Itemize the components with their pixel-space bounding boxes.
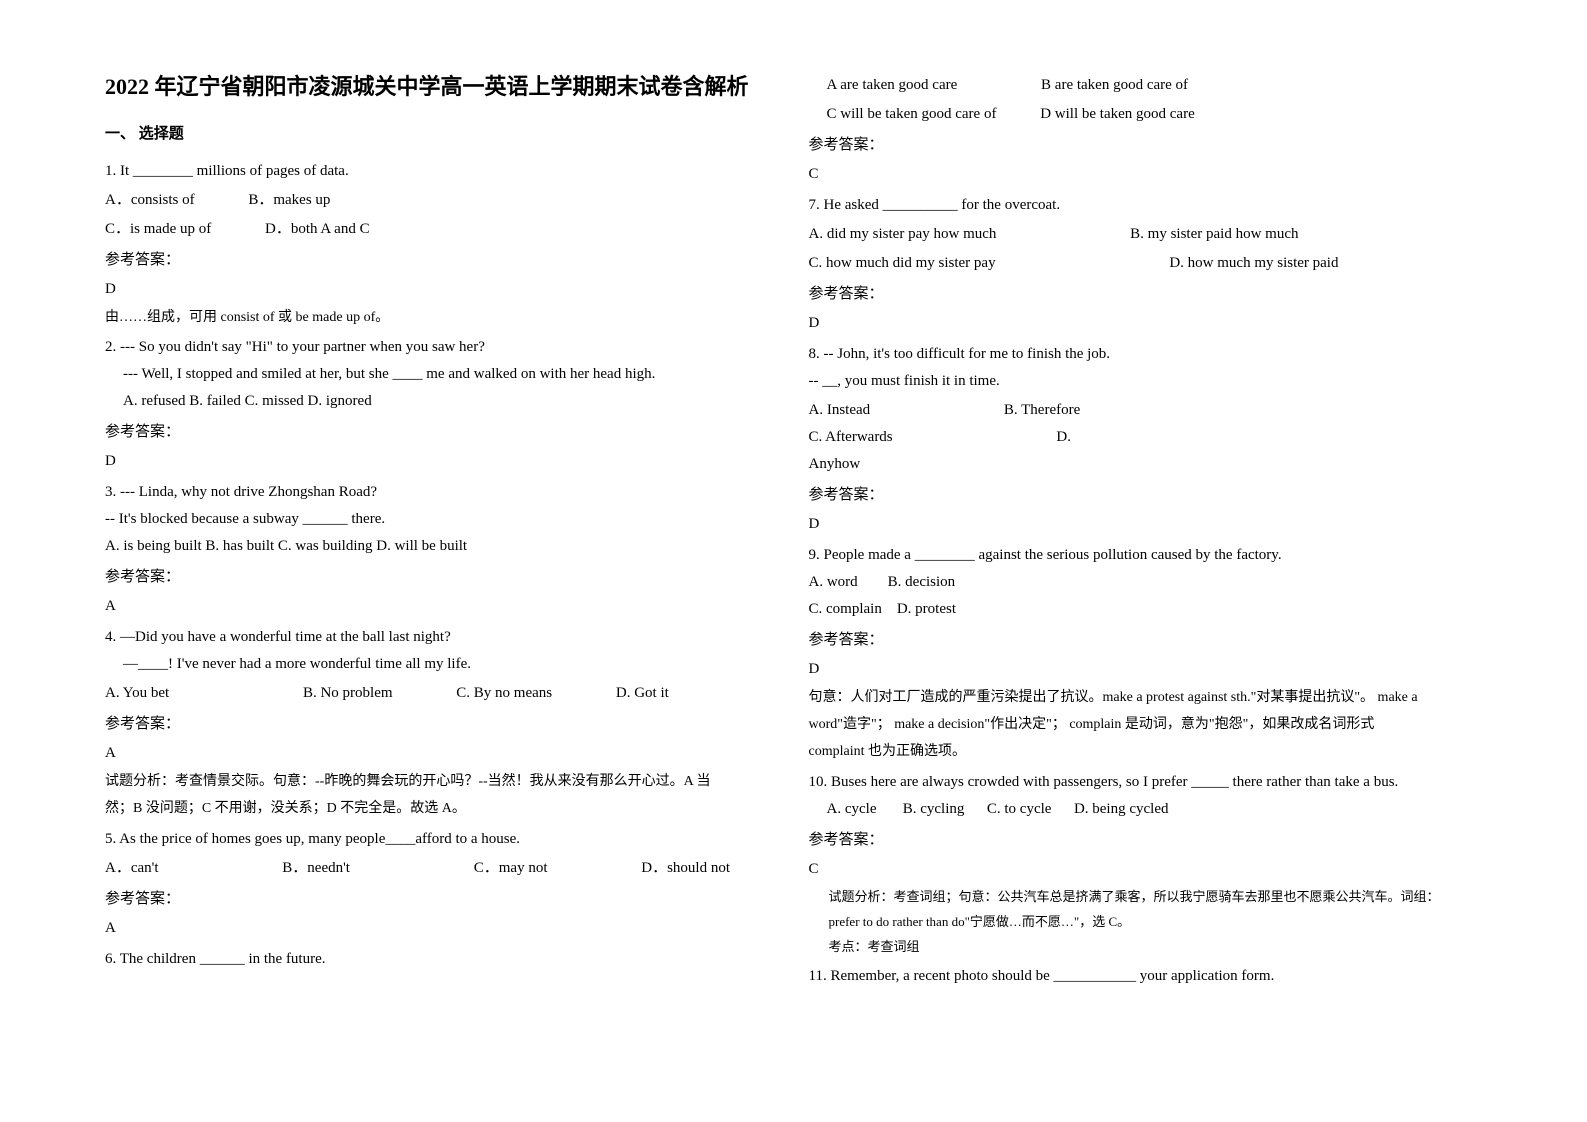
q4-answer: A	[105, 740, 779, 767]
q8-optD: D.	[1056, 424, 1071, 451]
q4-optD: D. Got it	[616, 680, 669, 707]
q4-options: A. You bet B. No problem C. By no means …	[105, 680, 779, 707]
q6-optD: D will be taken good care	[1040, 101, 1195, 128]
q8-answer: D	[809, 511, 1483, 538]
q10-explain1: 试题分析：考查词组；句意：公共汽车总是挤满了乘客，所以我宁愿骑车去那里也不愿乘公…	[809, 885, 1483, 908]
q1-optB: B．makes up	[248, 187, 330, 214]
q4-explain2: 然；B 没问题；C 不用谢，没关系；D 不完全是。故选 A。	[105, 796, 779, 821]
q10-explain3: 考点：考查词组	[809, 935, 1483, 958]
q8-line1: 8. -- John, it's too difficult for me to…	[809, 341, 1483, 368]
q1-options-row1: A．consists of B．makes up	[105, 187, 779, 214]
q3-line1: 3. --- Linda, why not drive Zhongshan Ro…	[105, 479, 779, 506]
q9-stem: 9. People made a ________ against the se…	[809, 542, 1483, 569]
q4-line2: —____! I've never had a more wonderful t…	[105, 651, 779, 678]
q10-options: A. cycle B. cycling C. to cycle D. being…	[809, 796, 1483, 823]
q1-optD: D．both A and C	[265, 216, 370, 243]
q10-answer: C	[809, 856, 1483, 883]
q7-optC: C. how much did my sister pay	[809, 250, 996, 277]
q1-stem: 1. It ________ millions of pages of data…	[105, 158, 779, 185]
q11-stem: 11. Remember, a recent photo should be _…	[809, 963, 1483, 990]
q7-optD: D. how much my sister paid	[1169, 250, 1338, 277]
q4-answer-label: 参考答案：	[105, 711, 779, 738]
q4-line1: 4. —Did you have a wonderful time at the…	[105, 624, 779, 651]
q8-answer-label: 参考答案：	[809, 482, 1483, 509]
q6-optC: C will be taken good care of	[827, 101, 997, 128]
q4-optC: C. By no means	[456, 680, 552, 707]
q5-answer: A	[105, 915, 779, 942]
q7-options-row2: C. how much did my sister pay D. how muc…	[809, 250, 1483, 277]
q8-optD2: Anyhow	[809, 451, 1483, 478]
q6-answer: C	[809, 161, 1483, 188]
q3-answer-label: 参考答案：	[105, 564, 779, 591]
q6-optA: A are taken good care	[827, 72, 958, 99]
q8-line2: -- __, you must finish it in time.	[809, 368, 1483, 395]
q4-optB: B. No problem	[303, 680, 393, 707]
q9-optsCD: C. complain D. protest	[809, 596, 1483, 623]
q2-answer: D	[105, 448, 779, 475]
q6-stem: 6. The children ______ in the future.	[105, 946, 779, 973]
q7-options-row1: A. did my sister pay how much B. my sist…	[809, 221, 1483, 248]
q5-optA: A．can't	[105, 855, 159, 882]
q9-answer-label: 参考答案：	[809, 627, 1483, 654]
q6-answer-label: 参考答案：	[809, 132, 1483, 159]
q7-optB: B. my sister paid how much	[1130, 221, 1298, 248]
q5-stem: 5. As the price of homes goes up, many p…	[105, 826, 779, 853]
q6-options-row1: A are taken good care B are taken good c…	[809, 72, 1483, 99]
q10-stem: 10. Buses here are always crowded with p…	[809, 769, 1483, 796]
q8-optC: C. Afterwards	[809, 424, 893, 451]
q7-answer-label: 参考答案：	[809, 281, 1483, 308]
q4-explain1: 试题分析：考查情景交际。句意：--昨晚的舞会玩的开心吗？--当然！我从来没有那么…	[105, 769, 779, 794]
q5-optC: C．may not	[474, 855, 548, 882]
q8-optA: A. Instead	[809, 397, 871, 424]
q5-options: A．can't B．needn't C．may not D．should not	[105, 855, 779, 882]
section-heading: 一、 选择题	[105, 121, 779, 148]
q2-line2: --- Well, I stopped and smiled at her, b…	[105, 361, 779, 388]
q5-optB: B．needn't	[282, 855, 350, 882]
q1-options-row2: C．is made up of D．both A and C	[105, 216, 779, 243]
q5-optD: D．should not	[641, 855, 730, 882]
q9-explain1: 句意：人们对工厂造成的严重污染提出了抗议。make a protest agai…	[809, 685, 1483, 710]
q9-optsAB: A. word B. decision	[809, 569, 1483, 596]
q2-options: A. refused B. failed C. missed D. ignore…	[105, 388, 779, 415]
right-column: A are taken good care B are taken good c…	[794, 70, 1498, 1082]
q4-optA: A. You bet	[105, 680, 169, 707]
q9-answer: D	[809, 656, 1483, 683]
q7-optA: A. did my sister pay how much	[809, 221, 997, 248]
document-title: 2022 年辽宁省朝阳市凌源城关中学高一英语上学期期末试卷含解析	[105, 70, 779, 103]
q9-explain2: word"造字"； make a decision"作出决定"； complai…	[809, 712, 1483, 737]
q10-answer-label: 参考答案：	[809, 827, 1483, 854]
q1-optA: A．consists of	[105, 187, 195, 214]
q8-optB: B. Therefore	[1004, 397, 1080, 424]
q1-answer: D	[105, 276, 779, 303]
q5-answer-label: 参考答案：	[105, 886, 779, 913]
q10-explain2: prefer to do rather than do"宁愿做…而不愿…"，选 …	[809, 910, 1483, 933]
q2-line1: 2. --- So you didn't say "Hi" to your pa…	[105, 334, 779, 361]
q3-line2: -- It's blocked because a subway ______ …	[105, 506, 779, 533]
q1-optC: C．is made up of	[105, 216, 211, 243]
q1-answer-label: 参考答案：	[105, 247, 779, 274]
q8-options-row1: A. Instead B. Therefore C. Afterwards D.	[809, 397, 1483, 451]
q6-optB: B are taken good care of	[1041, 72, 1188, 99]
q3-options: A. is being built B. has built C. was bu…	[105, 533, 779, 560]
q1-explain: 由……组成，可用 consist of 或 be made up of。	[105, 305, 779, 330]
q6-options-row2: C will be taken good care of D will be t…	[809, 101, 1483, 128]
q2-answer-label: 参考答案：	[105, 419, 779, 446]
q7-stem: 7. He asked __________ for the overcoat.	[809, 192, 1483, 219]
q7-answer: D	[809, 310, 1483, 337]
left-column: 2022 年辽宁省朝阳市凌源城关中学高一英语上学期期末试卷含解析 一、 选择题 …	[90, 70, 794, 1082]
q9-explain3: complaint 也为正确选项。	[809, 739, 1483, 764]
q3-answer: A	[105, 593, 779, 620]
